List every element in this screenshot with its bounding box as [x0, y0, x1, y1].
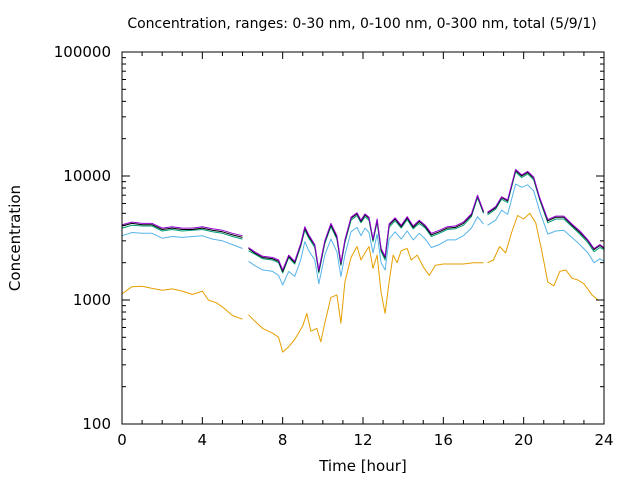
series-2-line-segment-0 [121, 224, 243, 240]
y-tick-label: 1000 [73, 291, 111, 309]
series-1-line-segment-2 [487, 183, 605, 264]
x-tick-label: 12 [353, 431, 372, 449]
series-layer [121, 168, 605, 353]
ticks-layer: 0 4 8 12 16 20 24 100 1000 10000 100000 [54, 43, 614, 449]
y-tick-label: 100000 [54, 43, 111, 61]
x-tick-label: 8 [278, 431, 288, 449]
x-axis-label: Time [hour] [318, 457, 407, 475]
x-tick-label: 0 [117, 431, 127, 449]
series-2-line-segment-2 [487, 171, 605, 253]
series-4-line-segment-1 [248, 194, 484, 271]
plot-frame [121, 51, 605, 425]
series-4-line-segment-2 [487, 168, 605, 249]
x-tick-label: 20 [514, 431, 533, 449]
y-tick-label: 100 [82, 415, 111, 433]
series-0-line-segment-2 [487, 212, 604, 301]
series-1-line-segment-1 [248, 216, 484, 286]
x-tick-label: 4 [198, 431, 208, 449]
series-1-line-segment-0 [121, 232, 243, 249]
series-3-line-segment-1 [248, 195, 484, 272]
series-2-line-segment-1 [248, 197, 484, 274]
y-axis-label: Concentration [6, 185, 24, 291]
chart-title: Concentration, ranges: 0-30 nm, 0-100 nm… [127, 16, 596, 32]
y-tick-label: 10000 [63, 167, 111, 185]
series-3-line-segment-0 [121, 222, 243, 238]
series-4-line-segment-0 [121, 221, 243, 237]
series-0-line-segment-1 [248, 246, 484, 353]
x-tick-label: 24 [594, 431, 613, 449]
x-tick-label: 16 [434, 431, 453, 449]
series-0-line-segment-0 [121, 285, 243, 320]
